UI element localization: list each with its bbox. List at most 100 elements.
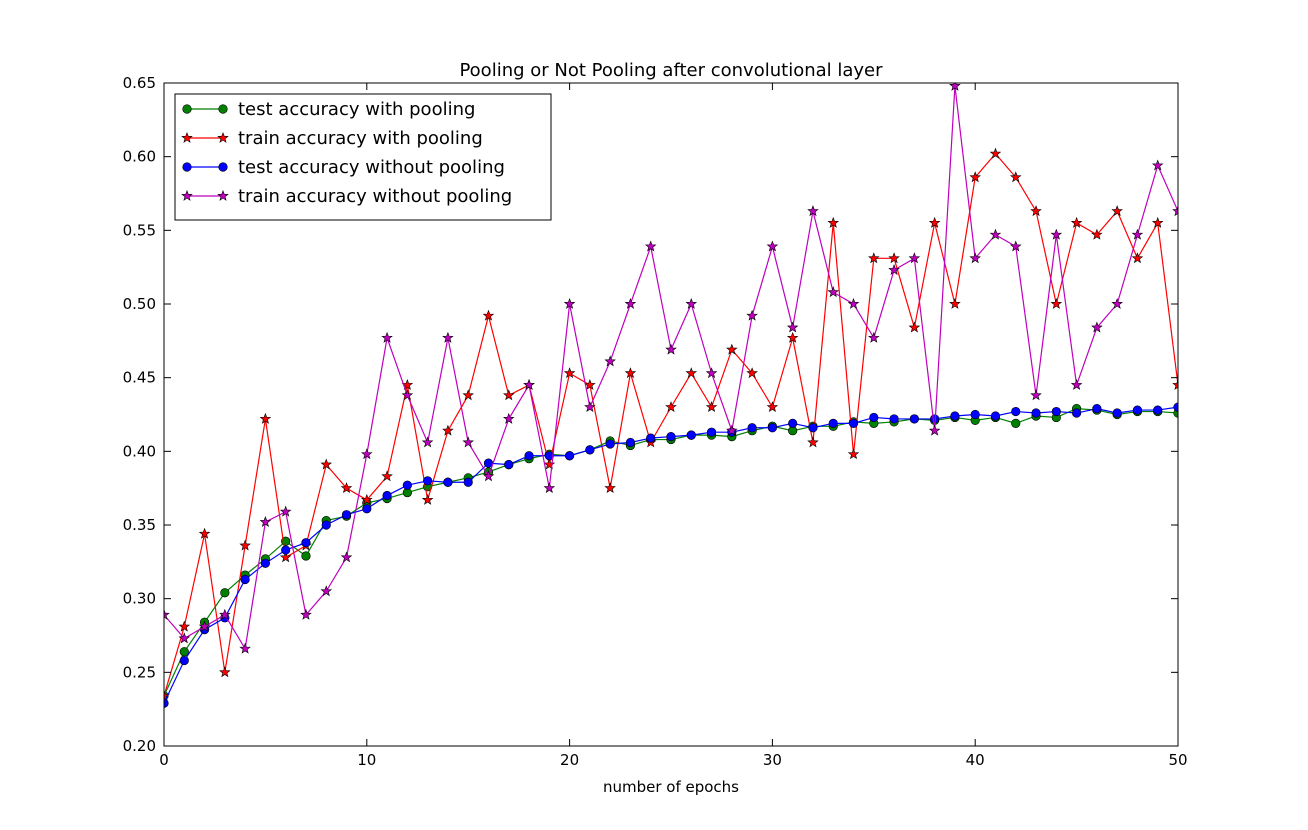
x-axis-label: number of epochs [603,778,739,796]
data-point [423,476,433,486]
y-tick-label: 0.30 [123,590,156,608]
chart-title: Pooling or Not Pooling after convolution… [459,60,883,81]
legend-box [174,93,552,221]
ticks-layer: 0 10 20 30 40 50 0.20 0.25 0.30 0.35 0.40 0.45 0.50 0… [123,74,1188,769]
data-point [726,424,738,436]
data-point [706,427,717,437]
data-point [767,423,778,433]
data-point [462,436,474,448]
data-point [909,414,919,424]
data-point [766,401,779,413]
data-point [908,321,921,333]
data-point [685,297,698,309]
data-point [301,551,311,561]
legend-marker [218,104,228,114]
data-point [259,515,272,527]
data-point [888,264,900,276]
x-tick-label: 40 [966,751,985,769]
data-point [950,411,960,421]
data-point [281,545,291,555]
data-point [1172,378,1178,390]
data-point [443,477,453,487]
data-point [970,409,980,420]
series-layer [164,83,1178,708]
data-point [1153,405,1163,415]
legend-marker [181,131,193,143]
legend-marker [217,131,229,143]
data-point [1051,406,1061,417]
y-tick-label: 0.65 [123,74,156,92]
data-point [1030,205,1042,217]
data-point [827,286,840,298]
y-tick-label: 0.60 [123,148,156,166]
series-4 [164,83,1178,654]
data-point [544,451,554,461]
data-point [827,216,840,228]
series-2 [164,147,1178,701]
data-point [604,355,616,367]
x-tick-label: 30 [763,751,782,769]
data-point [1071,408,1082,418]
legend-marker [182,162,192,172]
data-point [1112,408,1122,418]
data-point [1009,171,1022,183]
data-point [585,445,595,455]
data-point [564,451,575,461]
data-point [1151,159,1164,171]
data-point [786,331,799,343]
data-point [1009,240,1022,252]
data-point [747,423,757,433]
data-point [949,83,961,91]
data-point [807,205,819,217]
data-point [1092,404,1102,414]
data-point [788,418,798,428]
x-tick-label: 50 [1168,751,1187,769]
data-point [949,297,961,309]
data-point [382,490,392,501]
data-point [523,378,535,390]
data-point [665,401,677,413]
data-point [164,698,169,708]
y-tick-label: 0.55 [123,221,156,239]
data-point [482,309,495,321]
data-point [462,389,474,401]
y-tick-label: 0.35 [123,516,156,534]
data-point [989,147,1002,159]
data-point [666,432,676,442]
data-point [990,411,1001,421]
data-point [969,171,981,183]
data-point [178,632,191,644]
data-point [320,585,333,597]
data-point [563,297,576,309]
y-tick-label: 0.25 [123,663,156,681]
data-point [1091,321,1103,333]
x-tick-label: 20 [560,751,579,769]
data-point [928,216,941,228]
data-point [362,504,372,514]
data-point [1050,297,1063,309]
data-point [279,551,292,563]
data-point [543,482,556,494]
data-point [888,252,900,264]
data-point [279,505,292,517]
plot-frame [163,82,1179,747]
data-point [584,378,596,390]
legend-label: test accuracy with pooling [238,99,475,120]
data-point [179,655,189,666]
legend-marker [181,189,193,201]
legend-marker [218,162,228,172]
data-point [646,433,656,443]
data-point [341,510,352,520]
x-tick-label: 0 [159,751,169,769]
data-point [889,414,899,424]
data-point [361,493,373,505]
data-point [726,343,738,355]
data-point [442,331,454,343]
data-point [847,448,860,460]
data-point [381,331,393,343]
data-point [1172,205,1178,217]
data-point [686,430,696,440]
data-point [786,321,799,333]
data-point [179,647,189,657]
data-point [908,252,921,264]
